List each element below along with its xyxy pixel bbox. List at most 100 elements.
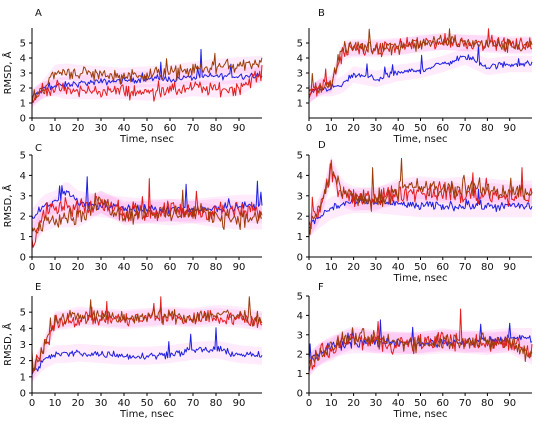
x-tick-label: 90: [503, 262, 516, 273]
x-tick-label: 70: [187, 398, 200, 409]
panel-d: 0 10 20 30 40 50 60 70 80 90 0 1 2 3 4 5 Time, nsec D: [297, 140, 533, 284]
x-tick-label: 10: [325, 398, 338, 409]
x-tick-label: 0: [29, 123, 35, 134]
x-tick-label: 60: [164, 398, 177, 409]
x-tick-label: 20: [347, 262, 360, 273]
series-line-d-0: [308, 188, 533, 229]
panel-f: 0 10 20 30 40 50 60 70 80 90 0 1 2 3 4 5 Time, nsec F: [297, 282, 533, 420]
y-tick-label: 1: [297, 232, 303, 243]
x-tick-label: 20: [72, 398, 85, 409]
series-line-f-2: [308, 327, 533, 372]
x-axis-title: Time, nsec: [119, 409, 174, 420]
x-tick-label: 80: [481, 398, 494, 409]
panel-letter: A: [35, 8, 42, 19]
series-line-c-2: [31, 189, 262, 234]
x-tick-label: 80: [481, 123, 494, 134]
y-tick-label: 1: [20, 99, 26, 110]
series-line-b-2: [308, 28, 533, 94]
band-d-1: [309, 160, 532, 238]
y-tick-label: 4: [20, 324, 26, 335]
x-tick-label: 50: [141, 262, 154, 273]
y-tick-label: 4: [20, 171, 26, 182]
y-tick-label: 5: [297, 39, 303, 50]
series-line-b-0: [308, 44, 533, 96]
x-tick-label: 10: [49, 398, 62, 409]
band-d-2: [309, 156, 532, 238]
x-tick-label: 90: [233, 262, 246, 273]
x-tick-label: 80: [210, 123, 223, 134]
x-tick-label: 70: [187, 123, 200, 134]
x-tick-label: 30: [95, 262, 108, 273]
y-tick-label: 0: [20, 253, 26, 264]
series-line-e-0: [31, 327, 263, 375]
x-tick-label: 40: [392, 123, 405, 134]
x-tick-label: 50: [414, 123, 427, 134]
x-tick-label: 80: [210, 262, 223, 273]
band-e-1: [32, 308, 262, 381]
x-tick-label: 10: [49, 123, 62, 134]
series-line-f-1: [308, 308, 533, 370]
y-tick-label: 2: [20, 84, 26, 95]
x-axis-title: Time, nsec: [392, 409, 447, 420]
x-tick-label: 40: [392, 398, 405, 409]
panel-letter: E: [35, 282, 41, 293]
y-tick-label: 2: [297, 212, 303, 223]
panel-e: 0 10 20 30 40 50 60 70 80 90 0 1 2 3 4 5 Time, nsec RMSD,…: [1, 282, 263, 420]
y-tick-label: 4: [297, 171, 303, 182]
y-tick-label: 1: [20, 372, 26, 383]
y-tick-label: 5: [297, 292, 303, 303]
x-tick-label: 50: [414, 262, 427, 273]
series-line-d-2: [308, 157, 533, 235]
panel-a: 0 10 20 30 40 50 60 70 80 90 0 1 2 3 4 5 Time, nsec RMSD,…: [1, 8, 263, 145]
x-tick-label: 90: [503, 123, 516, 134]
y-tick-label: 3: [20, 191, 26, 202]
y-tick-label: 1: [297, 99, 303, 110]
x-tick-label: 40: [118, 123, 131, 134]
y-tick-label: 2: [297, 84, 303, 95]
panel-b: 0 10 20 30 40 50 60 70 80 90 1 2 3 4 5 Time, nsec B: [297, 8, 533, 145]
x-tick-label: 10: [325, 262, 338, 273]
x-tick-label: 10: [49, 262, 62, 273]
band-e-2: [32, 304, 262, 383]
series-line-e-2: [31, 296, 263, 372]
y-axis-title: RMSD, Å: [1, 184, 14, 227]
y-tick-label: 0: [297, 253, 303, 264]
y-tick-label: 3: [297, 330, 303, 341]
x-tick-label: 50: [141, 123, 154, 134]
x-tick-label: 70: [459, 123, 472, 134]
x-tick-label: 90: [233, 398, 246, 409]
x-tick-label: 40: [118, 398, 131, 409]
x-axis-title: Time, nsec: [392, 134, 447, 145]
panel-letter: D: [318, 140, 326, 151]
x-tick-label: 0: [29, 398, 35, 409]
x-tick-label: 0: [29, 262, 35, 273]
x-tick-label: 60: [164, 123, 177, 134]
y-tick-label: 0: [297, 389, 303, 400]
y-tick-label: 3: [20, 340, 26, 351]
y-tick-label: 1: [297, 369, 303, 380]
y-tick-label: 4: [20, 54, 26, 65]
x-tick-label: 60: [436, 123, 449, 134]
y-tick-label: 0: [20, 389, 26, 400]
y-axis-title: RMSD, Å: [1, 323, 14, 366]
band-b-1: [309, 33, 532, 104]
y-tick-label: 5: [20, 151, 26, 162]
y-tick-label: 3: [297, 191, 303, 202]
x-tick-label: 60: [436, 262, 449, 273]
x-tick-label: 0: [306, 398, 312, 409]
y-axis-title: RMSD, Å: [1, 51, 14, 94]
series-line-a-0: [31, 48, 263, 98]
x-tick-label: 30: [95, 123, 108, 134]
band-a-1: [32, 64, 262, 109]
x-tick-label: 60: [164, 262, 177, 273]
y-tick-label: 4: [297, 311, 303, 322]
x-tick-label: 30: [370, 123, 383, 134]
x-tick-label: 80: [481, 262, 494, 273]
y-tick-label: 3: [20, 69, 26, 80]
x-tick-label: 30: [95, 398, 108, 409]
series-line-a-2: [31, 52, 263, 104]
panel-letter: C: [35, 143, 42, 154]
x-tick-label: 20: [347, 123, 360, 134]
x-tick-label: 20: [72, 123, 85, 134]
